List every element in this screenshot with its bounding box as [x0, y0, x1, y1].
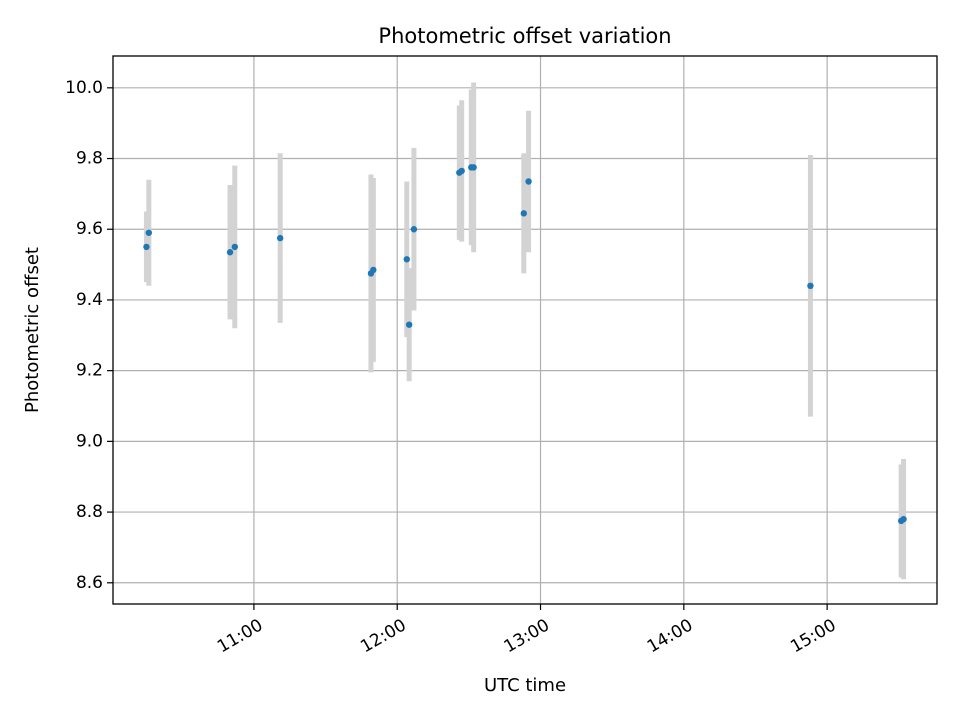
data-point	[143, 243, 150, 251]
data-point	[276, 234, 284, 242]
data-point	[900, 515, 907, 523]
data-point	[458, 167, 465, 175]
plot-area-frame	[112, 55, 938, 605]
y-tick-label: 8.6	[76, 573, 103, 593]
chart-title: Photometric offset variation	[378, 24, 671, 48]
data-point	[403, 256, 410, 263]
data-point	[231, 243, 239, 251]
data-point	[807, 282, 814, 290]
y-tick-label: 10.0	[65, 78, 103, 98]
y-tick-label: 9.2	[76, 361, 103, 381]
y-axis-ticks: 8.6 8.8 9.0 9.2 9.4 9.6 9.8 10.0	[65, 78, 113, 593]
y-tick-label: 9.4	[76, 290, 103, 310]
data-point	[470, 164, 477, 171]
data-point	[370, 266, 377, 274]
data-points	[143, 164, 907, 525]
x-axis-label: UTC time	[484, 675, 566, 696]
data-point	[145, 229, 153, 236]
grid-lines	[113, 56, 937, 604]
y-tick-label: 9.8	[76, 149, 103, 169]
data-point	[405, 321, 413, 328]
data-point	[525, 178, 532, 185]
data-point	[410, 226, 418, 233]
data-point	[226, 249, 234, 256]
data-point	[520, 210, 528, 217]
y-axis-label: Photometric offset	[22, 247, 43, 413]
y-tick-label: 8.8	[76, 502, 103, 522]
y-tick-label: 9.0	[76, 431, 103, 451]
y-tick-label: 9.6	[76, 219, 103, 239]
